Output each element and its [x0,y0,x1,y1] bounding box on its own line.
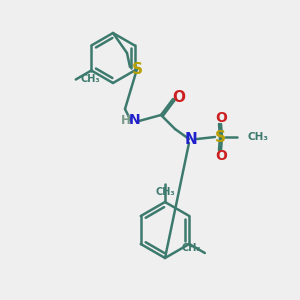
Text: O: O [172,89,185,104]
Text: CH₃: CH₃ [81,74,100,85]
Text: CH₃: CH₃ [181,243,201,253]
Text: O: O [215,111,227,125]
Text: CH₃: CH₃ [247,132,268,142]
Text: H: H [121,113,131,127]
Text: N: N [129,113,141,127]
Text: CH₃: CH₃ [155,187,175,197]
Text: N: N [184,131,197,146]
Text: O: O [215,149,227,163]
Text: S: S [131,61,142,76]
Text: S: S [214,130,226,145]
